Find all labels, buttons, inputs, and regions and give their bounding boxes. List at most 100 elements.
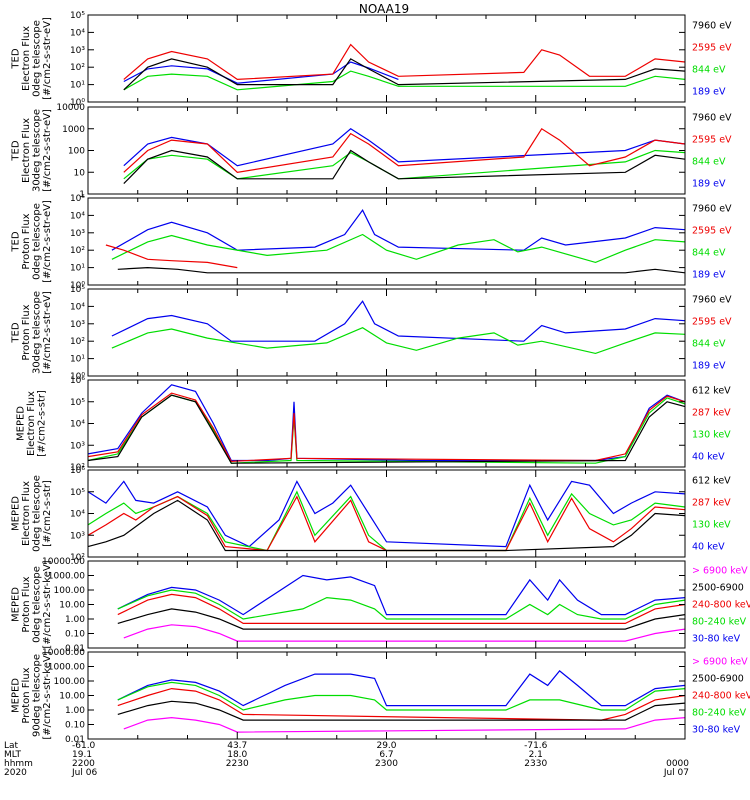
series-287-kev-line bbox=[87, 392, 686, 463]
legend-entry: 844 eV bbox=[692, 157, 726, 168]
y-axis-label: Electron Flux bbox=[21, 26, 32, 91]
legend-entry: 7960 eV bbox=[692, 113, 732, 124]
series-30-80-kev-line bbox=[117, 670, 686, 707]
y-axis-label: Proton Flux bbox=[21, 213, 32, 269]
x-tick-label: 2200 bbox=[72, 759, 95, 769]
legend-entry: 612 keV bbox=[692, 476, 731, 487]
x-tick-label: 2.1 bbox=[529, 750, 543, 760]
y-tick-label: 10³ bbox=[70, 441, 85, 451]
y-tick-label: 0.10 bbox=[65, 630, 85, 640]
y-axis-label: TED bbox=[10, 322, 21, 343]
legend-entry: 80-240 keV bbox=[692, 708, 747, 719]
legend-entry: 287 keV bbox=[692, 498, 731, 509]
x-axis-row-label: 2020 bbox=[4, 768, 27, 778]
series-240-800-kev-line bbox=[117, 593, 686, 625]
x-tick-label: 6.7 bbox=[379, 750, 393, 760]
y-tick-label: 10² bbox=[70, 463, 85, 473]
series-30-80-kev-line bbox=[117, 574, 686, 616]
y-tick-label: 10³ bbox=[70, 320, 85, 330]
panel-frame bbox=[87, 651, 686, 740]
series-7960-ev-line bbox=[117, 266, 686, 274]
y-axis-label: [#/cm2-s-str-keV] bbox=[42, 560, 53, 648]
x-tick-label: 2300 bbox=[375, 759, 398, 769]
legend-entry: 40 keV bbox=[692, 542, 725, 553]
y-tick-label: 100 bbox=[68, 147, 85, 157]
y-axis-label: [#/cm2-s-str] bbox=[37, 390, 48, 457]
series-240-800-kev-line bbox=[117, 687, 686, 721]
y-axis-label: [#/cm2-s-str-keV] bbox=[42, 651, 53, 739]
y-tick-label: 1000.00 bbox=[48, 663, 85, 673]
y-tick-label: 0.01 bbox=[65, 735, 85, 745]
y-axis-label: TED bbox=[10, 140, 21, 161]
legend-entry: 189 eV bbox=[692, 179, 726, 190]
legend-entry: 240-800 keV bbox=[692, 600, 750, 611]
y-tick-label: 10¹ bbox=[70, 81, 85, 91]
y-tick-label: 10000.00 bbox=[42, 557, 85, 567]
y-tick-label: 10⁵ bbox=[70, 488, 85, 498]
legend-entry: 844 eV bbox=[692, 248, 726, 259]
panel-4: 10⁰ 10¹ 10² 10³ 10⁴ 10⁵ TED Proton Flux 30deg te… bbox=[10, 285, 732, 382]
y-tick-label: 10 bbox=[74, 168, 86, 178]
series-2500-6900-line bbox=[117, 700, 686, 721]
y-tick-label: 0.10 bbox=[65, 721, 85, 731]
y-tick-label: 1.00 bbox=[65, 615, 85, 625]
y-axis-label: 0deg telescope bbox=[31, 475, 42, 552]
figure-title: NOAA19 bbox=[359, 2, 409, 16]
legend-entry: 2595 eV bbox=[692, 135, 732, 146]
y-tick-label: 10¹ bbox=[70, 264, 85, 274]
series-2595-ev-line bbox=[105, 244, 238, 269]
series-40-kev-line bbox=[87, 480, 686, 548]
legend-entry: 844 eV bbox=[692, 339, 726, 350]
panel-1: 10⁰ 10¹ 10² 10³ 10⁴ 10⁵ TED Electron Flux 0deg t… bbox=[10, 11, 732, 108]
series-80-240-kev-line bbox=[117, 681, 686, 711]
y-axis-label: Proton Flux bbox=[21, 304, 32, 360]
y-axis-label: 0deg telescope bbox=[31, 203, 42, 280]
legend-entry: 240-800 keV bbox=[692, 691, 750, 702]
y-tick-label: 10⁰ bbox=[70, 372, 85, 382]
series-2595-ev-line bbox=[123, 127, 686, 173]
series-287-kev-line bbox=[87, 495, 686, 552]
y-axis-label: [#/cm2-s-str-eV] bbox=[42, 109, 53, 192]
y-tick-label: 10⁴ bbox=[70, 510, 85, 520]
legend-entry: 844 eV bbox=[692, 65, 726, 76]
y-tick-label: 1.00 bbox=[65, 706, 85, 716]
legend-entry: 2500-6900 bbox=[692, 674, 744, 685]
legend-entry: 612 keV bbox=[692, 386, 731, 397]
x-tick-label: 2230 bbox=[226, 759, 249, 769]
y-axis-label: TED bbox=[10, 48, 21, 69]
y-tick-label: 10⁵ bbox=[70, 11, 85, 21]
y-axis-label: 30deg telescope bbox=[31, 109, 42, 192]
legend-entry: 2595 eV bbox=[692, 317, 732, 328]
legend-entry: 189 eV bbox=[692, 87, 726, 98]
legend-entry: 189 eV bbox=[692, 270, 726, 281]
panel-8: 0.01 0.10 1.00 10.00 100.00 1000.00 10000.00 ME… bbox=[10, 648, 750, 745]
y-axis-label: Electron Flux bbox=[21, 118, 32, 183]
series-844-ev-line bbox=[111, 327, 686, 355]
y-tick-label: 10³ bbox=[70, 46, 85, 56]
legend-entry: 30-80 keV bbox=[692, 725, 741, 736]
x-tick-label: 19.1 bbox=[72, 750, 92, 760]
y-axis-label: 0deg telescope bbox=[31, 566, 42, 643]
y-tick-label: 10³ bbox=[70, 531, 85, 541]
series-189-ev-line bbox=[123, 128, 686, 167]
y-axis-label: MEPED bbox=[10, 496, 21, 531]
y-tick-label: 10⁰ bbox=[70, 281, 85, 291]
series-40-kev-line bbox=[87, 384, 686, 462]
x-tick-label: 0000 bbox=[666, 759, 689, 769]
y-tick-label: 10² bbox=[70, 553, 85, 563]
legend-entry: 30-80 keV bbox=[692, 634, 741, 645]
series-6900-kev-line bbox=[123, 624, 686, 642]
panel-6: 10² 10³ 10⁴ 10⁵ 10⁶ MEPED Electron Flux 0deg te… bbox=[10, 466, 731, 563]
y-tick-label: 10000 bbox=[56, 103, 85, 113]
legend-entry: 2595 eV bbox=[692, 226, 732, 237]
x-tick-label: 2330 bbox=[524, 759, 547, 769]
y-tick-label: 10.00 bbox=[59, 692, 85, 702]
x-tick-label: 29.0 bbox=[376, 741, 396, 751]
y-axis-label: Electron Flux bbox=[21, 481, 32, 546]
y-tick-label: 10⁵ bbox=[70, 285, 85, 295]
legend-entry: 40 keV bbox=[692, 452, 725, 463]
y-axis-label: MEPED bbox=[10, 587, 21, 622]
series-130-kev-line bbox=[87, 490, 686, 552]
x-axis-row-label: hhmm bbox=[4, 759, 33, 769]
panel-frame bbox=[87, 560, 686, 649]
